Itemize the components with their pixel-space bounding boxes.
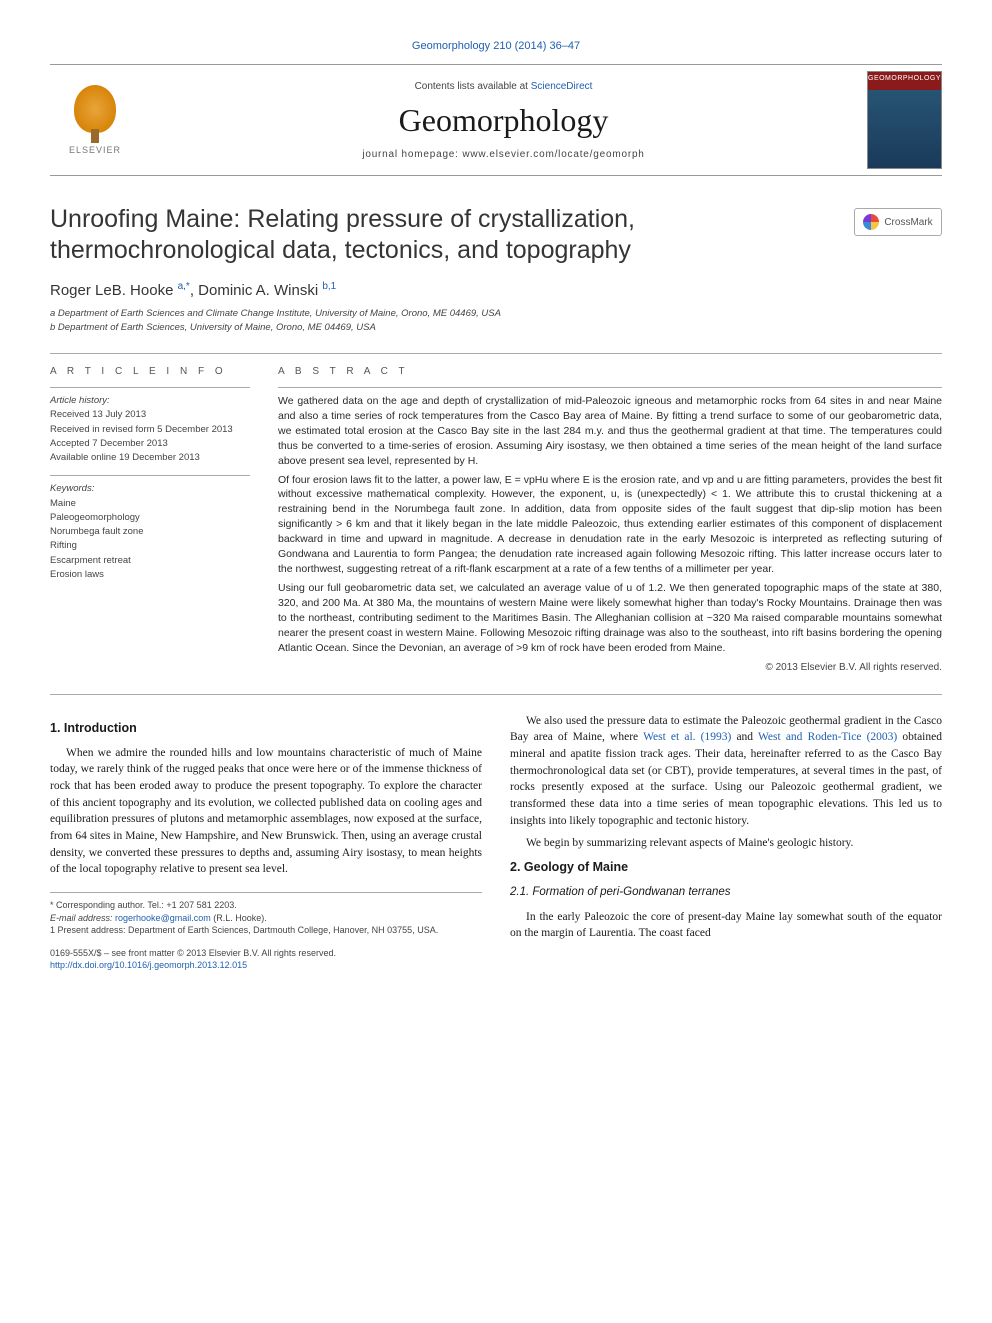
crossmark-icon [863,214,879,230]
col2-p1-post: obtained mineral and apatite fission tra… [510,731,942,826]
info-abstract-row: A R T I C L E I N F O Article history: R… [50,366,942,676]
cover-label: GEOMORPHOLOGY [868,75,941,82]
article-info: A R T I C L E I N F O Article history: R… [50,366,250,676]
journal-cover-thumb: GEOMORPHOLOGY [867,71,942,169]
abstract-body: We gathered data on the age and depth of… [278,387,942,676]
homepage-url: www.elsevier.com/locate/geomorph [462,149,644,160]
history-accepted: Accepted 7 December 2013 [50,438,168,449]
info-heading: A R T I C L E I N F O [50,366,250,377]
homepage-line: journal homepage: www.elsevier.com/locat… [140,149,867,160]
email-label: E-mail address: [50,913,115,923]
kw-5: Erosion laws [50,569,104,580]
abstract: A B S T R A C T We gathered data on the … [278,366,942,676]
issn-line: 0169-555X/$ – see front matter © 2013 El… [50,947,482,960]
s21-p1: In the early Paleozoic the core of prese… [510,909,942,942]
history-revised: Received in revised form 5 December 2013 [50,424,233,435]
article-title: Unroofing Maine: Relating pressure of cr… [50,204,834,267]
history-received: Received 13 July 2013 [50,409,146,420]
crossmark-badge[interactable]: CrossMark [854,208,942,236]
section-2-heading: 2. Geology of Maine [510,858,942,876]
affiliation-a: a Department of Earth Sciences and Clima… [50,307,942,321]
fn-corr: * Corresponding author. Tel.: +1 207 581… [50,899,482,912]
masthead: ELSEVIER Contents lists available at Sci… [50,64,942,176]
col-right: We also used the pressure data to estima… [510,713,942,972]
homepage-label: journal homepage: [362,149,462,160]
col2-p1-mid: and [731,731,758,743]
author-sep: , Dominic A. Winski [190,282,323,299]
s1-p1: When we admire the rounded hills and low… [50,745,482,878]
body-columns: 1. Introduction When we admire the round… [50,713,942,972]
abstract-copyright: © 2013 Elsevier B.V. All rights reserved… [278,661,942,675]
breadcrumb-link[interactable]: Geomorphology 210 (2014) 36–47 [412,40,580,52]
ref-west-1993[interactable]: West et al. (1993) [643,731,731,743]
contents-line: Contents lists available at ScienceDirec… [140,81,867,92]
rule-mid [50,694,942,695]
history-label: Article history: [50,395,110,406]
abstract-heading: A B S T R A C T [278,366,942,377]
affiliation-b: b Department of Earth Sciences, Universi… [50,321,942,335]
sciencedirect-link[interactable]: ScienceDirect [531,81,593,92]
journal-name: Geomorphology [140,102,867,139]
authors: Roger LeB. Hooke a,*, Dominic A. Winski … [50,281,942,299]
publisher-logo: ELSEVIER [50,75,140,165]
history-online: Available online 19 December 2013 [50,452,200,463]
breadcrumb: Geomorphology 210 (2014) 36–47 [50,40,942,52]
contents-prefix: Contents lists available at [415,81,531,92]
ref-west-2003[interactable]: West and Roden-Tice (2003) [758,731,897,743]
publisher-name: ELSEVIER [69,145,121,155]
fn-email: E-mail address: rogerhooke@gmail.com (R.… [50,912,482,925]
masthead-center: Contents lists available at ScienceDirec… [140,81,867,160]
col2-p1: We also used the pressure data to estima… [510,713,942,830]
abstract-p3: Using our full geobarometric data set, w… [278,581,942,656]
footer-meta: 0169-555X/$ – see front matter © 2013 El… [50,947,482,972]
crossmark-label: CrossMark [884,217,932,228]
kw-0: Maine [50,498,76,509]
doi-link[interactable]: http://dx.doi.org/10.1016/j.geomorph.201… [50,960,247,970]
kw-3: Rifting [50,540,77,551]
author2-sup[interactable]: b,1 [322,281,336,292]
abstract-p2: Of four erosion laws fit to the latter, … [278,473,942,577]
kw-4: Escarpment retreat [50,555,131,566]
email-link[interactable]: rogerhooke@gmail.com [115,913,211,923]
article-history: Article history: Received 13 July 2013 R… [50,387,250,465]
abstract-p1: We gathered data on the age and depth of… [278,394,942,469]
col-left: 1. Introduction When we admire the round… [50,713,482,972]
author1-sup[interactable]: a,* [178,281,190,292]
keywords-label: Keywords: [50,483,94,494]
kw-1: Paleogeomorphology [50,512,140,523]
fn-1: 1 Present address: Department of Earth S… [50,924,482,937]
title-row: Unroofing Maine: Relating pressure of cr… [50,204,942,267]
page-root: Geomorphology 210 (2014) 36–47 ELSEVIER … [0,0,992,1012]
section-1-heading: 1. Introduction [50,719,482,737]
author-1: Roger LeB. Hooke [50,282,178,299]
keywords: Keywords: Maine Paleogeomorphology Norum… [50,475,250,582]
rule-top [50,353,942,354]
col2-p2: We begin by summarizing relevant aspects… [510,835,942,852]
kw-2: Norumbega fault zone [50,526,143,537]
email-post: (R.L. Hooke). [211,913,267,923]
elsevier-tree-icon [74,85,116,133]
footnotes: * Corresponding author. Tel.: +1 207 581… [50,892,482,937]
section-21-heading: 2.1. Formation of peri-Gondwanan terrane… [510,884,942,901]
